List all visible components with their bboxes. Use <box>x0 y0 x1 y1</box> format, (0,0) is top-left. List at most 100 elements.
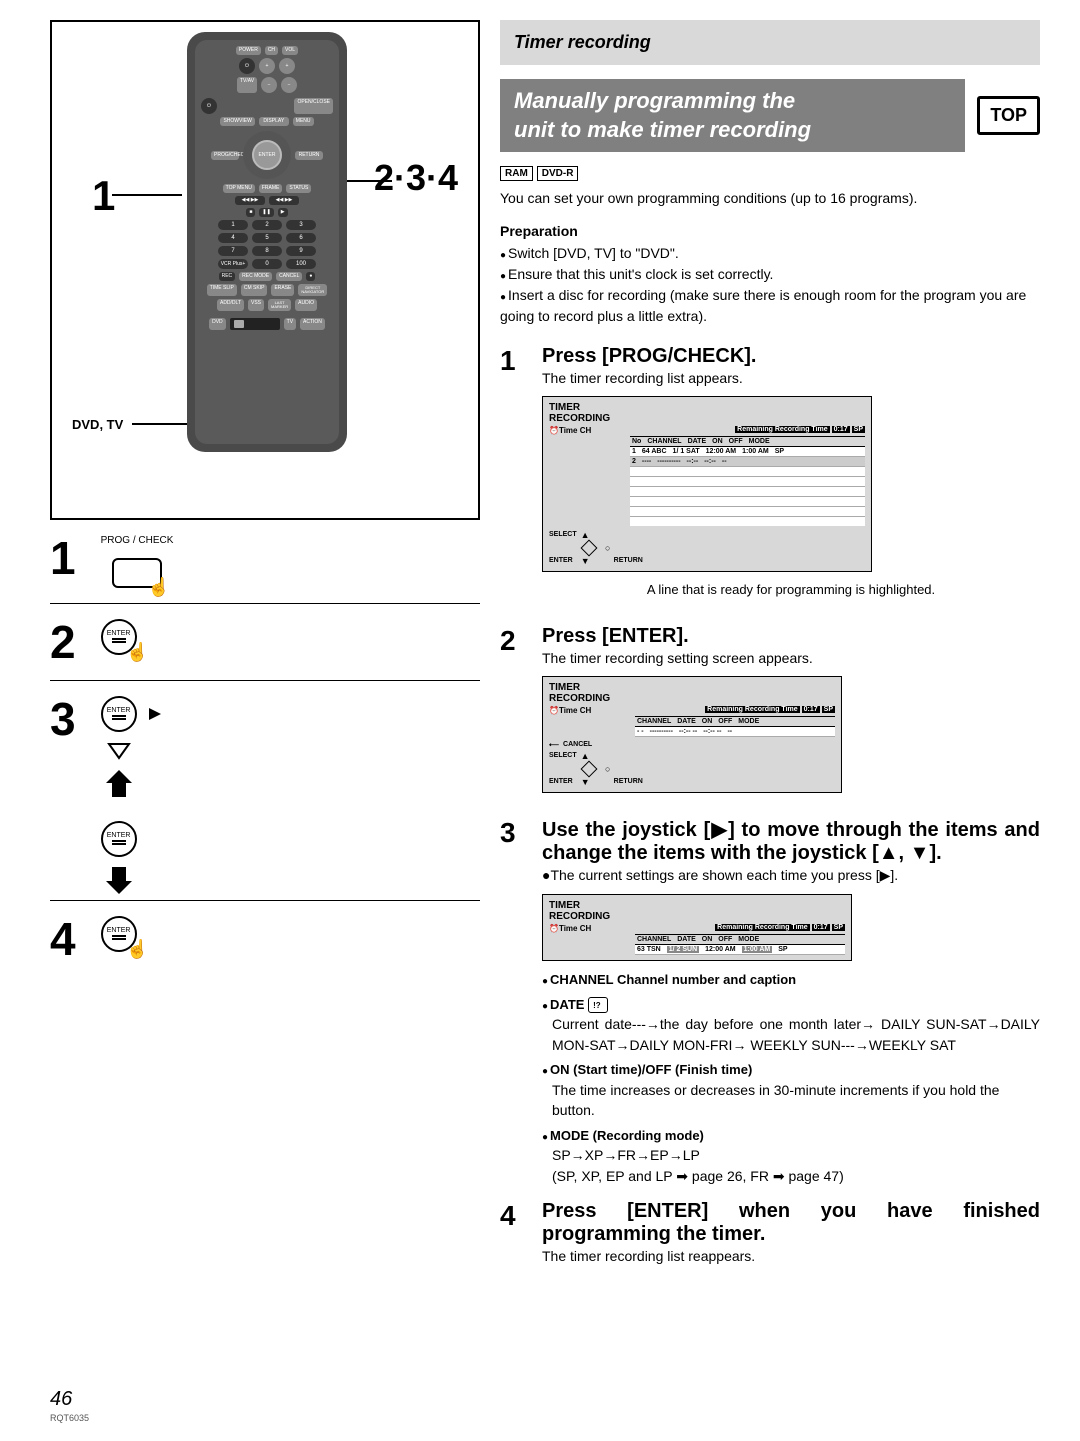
num-9: 9 <box>286 246 316 256</box>
dvd-power-icon: ⏻ <box>201 98 217 114</box>
prog-check-icon: ☝ <box>112 558 162 588</box>
showview-button: SHOWVIEW <box>220 117 254 126</box>
display-button: DISPLAY <box>259 117 289 126</box>
enter-icon: ENTER <box>101 821 137 857</box>
step-title: Press [ENTER] when you have finished pro… <box>542 1200 1040 1246</box>
left-step-1: 1 PROG / CHECK ☝ <box>50 520 480 604</box>
num-100: 100 <box>286 259 316 269</box>
prep-item: Ensure that this unit's clock is set cor… <box>500 264 1040 285</box>
num-2: 2 <box>252 220 282 230</box>
timer-screen-1: TIMERRECORDING ⏰Time CH Remaining Record… <box>542 396 872 572</box>
date-body: Current date---→the day before one month… <box>542 1014 1040 1055</box>
onoff-heading: ON (Start time)/OFF (Finish time) <box>542 1061 1040 1080</box>
ram-tag: RAM <box>500 166 533 181</box>
plus-button: + <box>279 58 295 74</box>
ch-label: CH <box>265 46 278 55</box>
triangle-outline-down-icon <box>107 742 131 760</box>
cmskip-button: CM SKIP <box>241 284 268 296</box>
num-5: 5 <box>252 233 282 243</box>
menu-button: MENU <box>293 117 314 126</box>
dvd-tv-label: DVD, TV <box>72 417 123 432</box>
intro-text: You can set your own programming conditi… <box>500 189 1040 209</box>
direct-nav-button: DIRECTNAVIGATOR <box>298 284 327 296</box>
cancel-button: CANCEL <box>276 272 302 281</box>
slow-search-button: ◀◀ ▶▶ <box>269 196 299 205</box>
vss-button: VSS <box>248 299 264 311</box>
status-button: STATUS <box>286 184 311 193</box>
step-title: Use the joystick [▶] to move through the… <box>542 817 1040 865</box>
audio-button: AUDIO <box>295 299 317 311</box>
mode-body-2: (SP, XP, EP and LP ➡ page 26, FR ➡ page … <box>542 1166 1040 1186</box>
return-button: RETURN <box>295 151 323 160</box>
action-button: ACTION <box>300 318 325 330</box>
instruction-step-1: 1 Press [PROG/CHECK]. The timer recordin… <box>500 345 1040 611</box>
document-code: RQT6035 <box>50 1413 89 1423</box>
tvav-button: TV/AV <box>237 77 257 93</box>
channel-heading: CHANNEL Channel number and caption <box>542 971 1040 990</box>
instruction-step-4: 4 Press [ENTER] when you have finished p… <box>500 1200 1040 1274</box>
minus-button: − <box>281 77 297 93</box>
marker-button: LASTMARKER <box>268 299 291 311</box>
stop-button: ■ <box>246 208 255 217</box>
step-number: 3 <box>500 817 528 1186</box>
dot-button: ● <box>306 272 315 281</box>
timer-screen-3: TIMERRECORDING ⏰Time CH Remaining Record… <box>542 894 852 961</box>
skip-button: ◀◀ ▶▶ <box>235 196 265 205</box>
tv-label: TV <box>284 318 296 330</box>
plus-button: + <box>259 58 275 74</box>
frame-label: FRAME <box>259 184 283 193</box>
instruction-step-2: 2 Press [ENTER]. The timer recording set… <box>500 625 1040 803</box>
prep-item: Insert a disc for recording (make sure t… <box>500 285 1040 327</box>
dvd-tv-slider <box>230 318 280 330</box>
callout-234: 2·3·4 <box>374 157 458 199</box>
mode-body-1: SP→XP→FR→EP→LP <box>542 1145 1040 1165</box>
preparation-list: Switch [DVD, TV] to "DVD". Ensure that t… <box>500 243 1040 327</box>
section-header: Timer recording <box>500 20 1040 65</box>
step-number: 4 <box>500 1200 528 1274</box>
joystick: ENTER <box>243 131 291 179</box>
step-subtitle: The timer recording list appears. <box>542 370 1040 386</box>
subsection-title: Manually programming the unit to make ti… <box>500 79 965 152</box>
mode-heading: MODE (Recording mode) <box>542 1127 1040 1146</box>
date-heading: DATE <box>542 996 1040 1015</box>
prog-check-label: PROG / CHECK <box>101 535 174 546</box>
num-vcrplus: VCR Plus+ <box>218 259 248 269</box>
navi-icon <box>588 997 608 1013</box>
arrow-up-icon <box>112 783 126 797</box>
num-3: 3 <box>286 220 316 230</box>
page-number: 46 <box>50 1388 72 1411</box>
pause-button: ❚❚ <box>259 208 273 217</box>
left-step-2: 2 ENTER ☝ <box>50 604 480 681</box>
prep-item: Switch [DVD, TV] to "DVD". <box>500 243 1040 264</box>
step-subtitle: The timer recording setting screen appea… <box>542 650 1040 666</box>
open-close-button: OPEN/CLOSE <box>294 98 333 114</box>
remote-diagram: 1 2·3·4 DVD, TV POWER CH VOL ⏻ + + <box>50 20 480 520</box>
enter-button: ENTER <box>252 140 282 170</box>
enter-icon: ENTER <box>101 696 137 732</box>
arrow-right-icon <box>149 708 161 720</box>
step-subtitle: ●The current settings are shown each tim… <box>542 867 1040 884</box>
pointer-icon: ☝ <box>148 577 170 598</box>
power-icon: ⏻ <box>239 58 255 74</box>
onoff-body: The time increases or decreases in 30-mi… <box>542 1080 1040 1121</box>
step-number: 2 <box>500 625 528 803</box>
remote-control: POWER CH VOL ⏻ + + TV/AV − − <box>187 32 347 452</box>
num-8: 8 <box>252 246 282 256</box>
power-button: POWER <box>236 46 261 55</box>
num-1: 1 <box>218 220 248 230</box>
erase-button: ERASE <box>271 284 294 296</box>
enter-icon: ENTER ☝ <box>101 619 137 655</box>
adddlt-button: ADD/DLT <box>217 299 244 311</box>
dvdr-tag: DVD-R <box>537 166 579 181</box>
timer-screen-2: TIMERRECORDING ⏰Time CH Remaining Record… <box>542 676 842 793</box>
num-7: 7 <box>218 246 248 256</box>
top-menu-button: TOP MENU <box>223 184 255 193</box>
vol-label: VOL <box>282 46 298 55</box>
rec-mode-button: REC MODE <box>239 272 272 281</box>
left-step-3: 3 ENTER ENTER <box>50 681 480 901</box>
disc-tags: RAM DVD-R <box>500 166 1040 181</box>
callout-1: 1 <box>92 172 115 220</box>
arrow-down-icon <box>112 867 126 881</box>
dvd-label: DVD <box>209 318 226 330</box>
preparation-heading: Preparation <box>500 223 1040 239</box>
